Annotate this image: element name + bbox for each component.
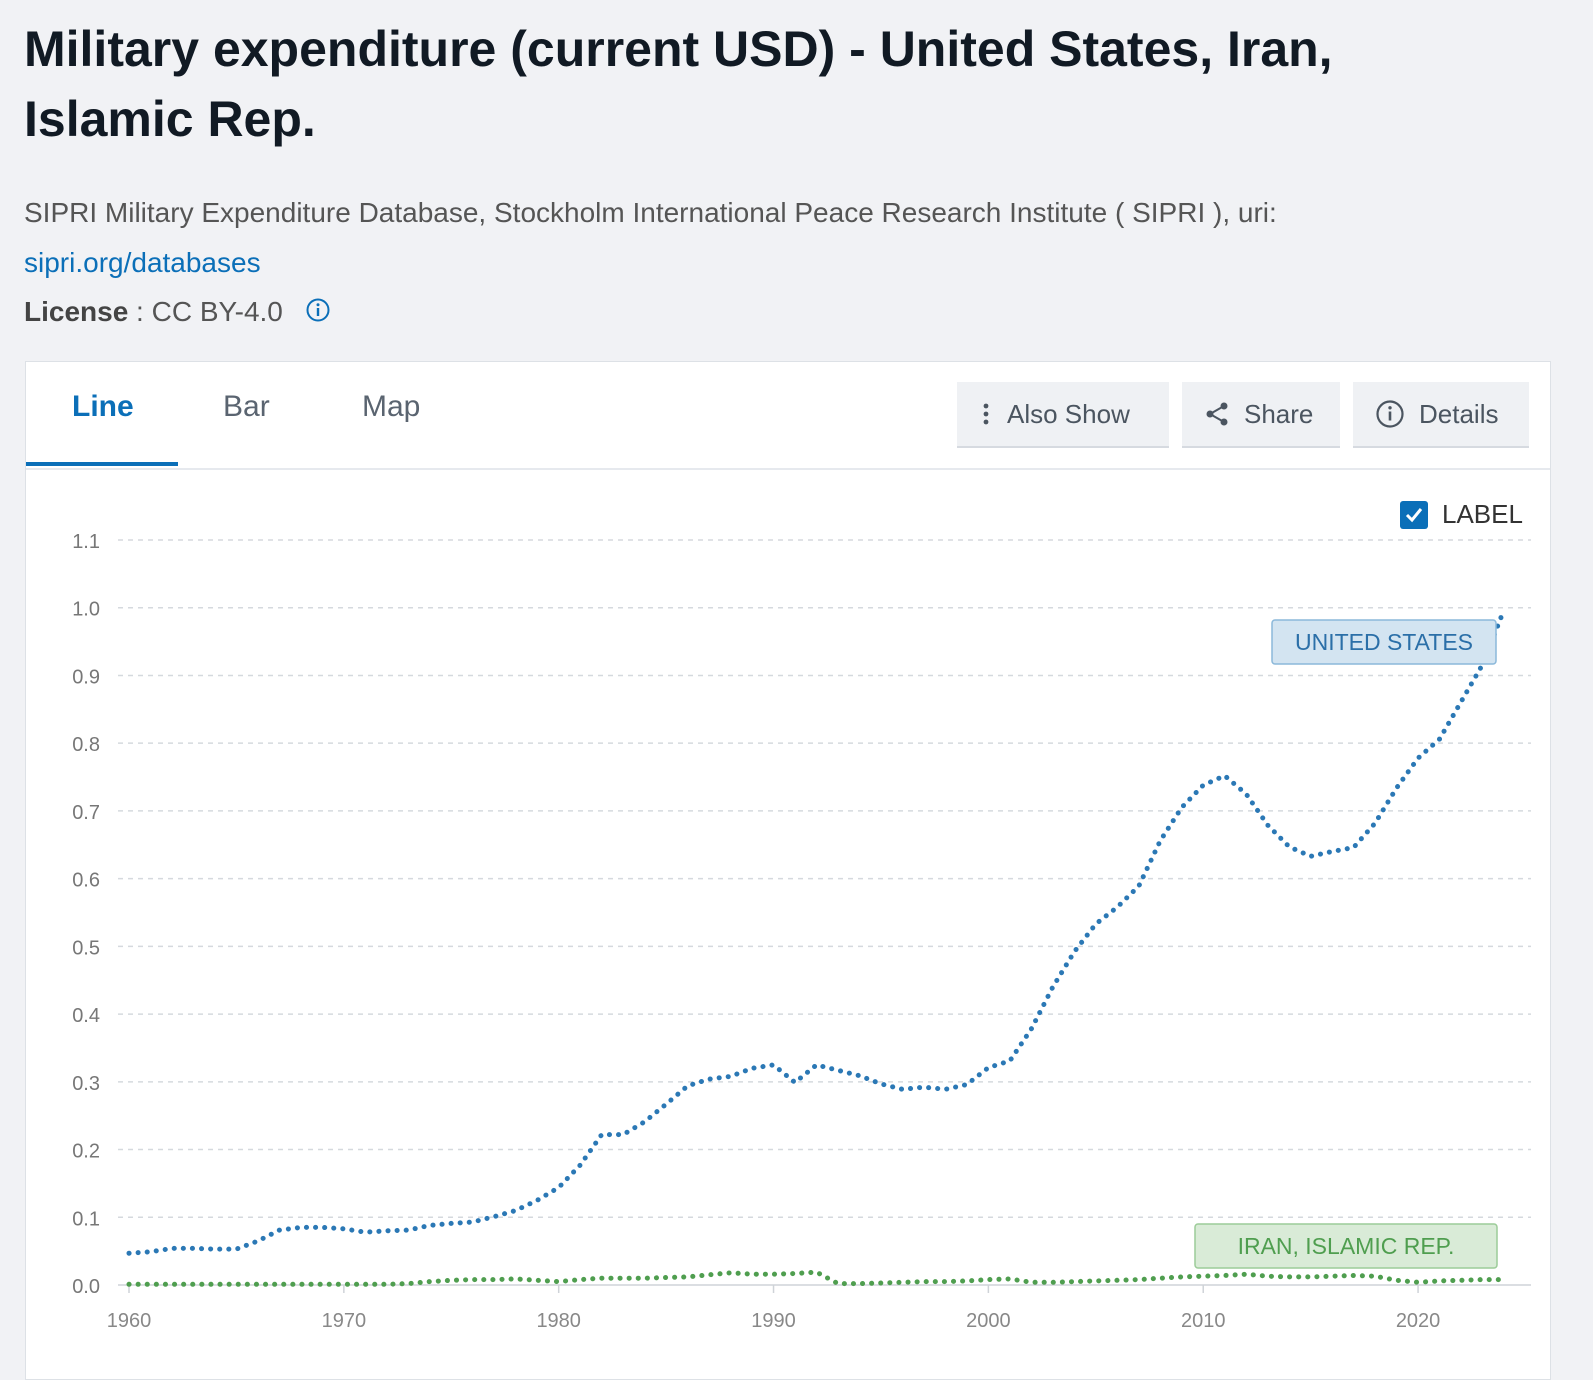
tab-bar-chart[interactable]: Bar <box>223 390 270 423</box>
share-label: Share <box>1244 398 1314 429</box>
tab-map[interactable]: Map <box>362 390 421 423</box>
line-chart: 0.0 0.1 0.2 0.3 0.4 0.5 0.6 0.7 0.8 0.9 1.0 1.1 1960… <box>72 531 1531 1332</box>
also-show-button[interactable]: Also Show <box>957 382 1169 448</box>
page-title: Military expenditure (current USD) - Uni… <box>24 21 1333 147</box>
license-separator: : <box>128 296 152 327</box>
y-tick-label: 0.2 <box>72 1141 100 1163</box>
active-tab-indicator <box>26 462 178 466</box>
y-tick-label: 0.4 <box>72 1005 100 1027</box>
y-tick-label: 0.7 <box>72 802 100 824</box>
series-line-iran <box>126 1269 1507 1287</box>
license-line: License : CC BY-4.0 <box>24 290 331 336</box>
y-tick-label: 1.1 <box>72 531 100 553</box>
x-tick-label: 1980 <box>536 1310 581 1332</box>
details-button[interactable]: Details <box>1353 382 1529 448</box>
checkmark-icon <box>1405 507 1423 522</box>
x-tick-label: 1990 <box>751 1310 796 1332</box>
y-tick-label: 0.0 <box>72 1276 100 1298</box>
label-checkbox[interactable] <box>1400 500 1428 529</box>
source-link[interactable]: sipri.org/databases <box>24 247 261 278</box>
x-tick-label: 1960 <box>107 1310 152 1332</box>
share-icon <box>1206 402 1228 426</box>
x-tick-label: 2000 <box>966 1310 1011 1332</box>
y-tick-label: 0.1 <box>72 1208 100 1230</box>
info-icon[interactable] <box>305 292 331 336</box>
also-show-label: Also Show <box>1007 398 1130 429</box>
source-citation: SIPRI Military Expenditure Database, Sto… <box>24 188 1474 288</box>
x-tick-label: 1970 <box>322 1310 367 1332</box>
chart-card: Line Bar Map Also Show Share Details <box>25 361 1551 1380</box>
license-value: CC BY-4.0 <box>151 296 283 327</box>
y-tick-label: 0.8 <box>72 734 100 756</box>
label-toggle-text: LABEL <box>1442 499 1523 529</box>
series-label-box <box>1271 619 1497 665</box>
y-tick-label: 0.9 <box>72 666 100 688</box>
tab-bar: Line Bar Map Also Show Share Details <box>26 362 1550 470</box>
more-vertical-icon <box>983 403 989 425</box>
y-tick-label: 0.3 <box>72 1073 100 1095</box>
details-label: Details <box>1419 398 1499 429</box>
x-tick-label: 2010 <box>1181 1310 1226 1332</box>
info-icon <box>1376 400 1404 428</box>
series-line-united-states <box>126 607 1507 1256</box>
tab-line[interactable]: Line <box>72 390 134 423</box>
x-tick-label: 2020 <box>1396 1310 1441 1332</box>
y-tick-label: 0.5 <box>72 937 100 959</box>
source-text: SIPRI Military Expenditure Database, Sto… <box>24 197 1277 228</box>
series-label-box <box>1194 1223 1498 1269</box>
y-tick-label: 0.6 <box>72 870 100 892</box>
series-label: IRAN, ISLAMIC REP. <box>1238 1233 1455 1259</box>
series-label: UNITED STATES <box>1295 629 1473 655</box>
share-button[interactable]: Share <box>1182 382 1340 448</box>
label-toggle[interactable]: LABEL <box>1400 499 1523 530</box>
y-tick-label: 1.0 <box>72 599 100 621</box>
license-label: License <box>24 296 129 327</box>
